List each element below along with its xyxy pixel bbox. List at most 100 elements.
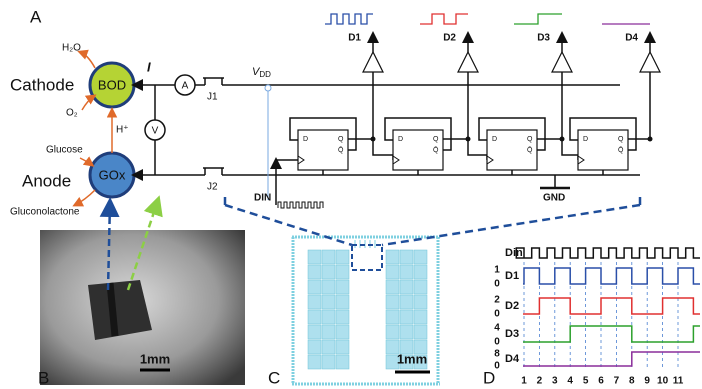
pad [400, 265, 413, 279]
pad [308, 340, 321, 354]
signal-name: D2 [505, 300, 519, 312]
pad [322, 355, 335, 369]
species: Glucose [46, 145, 83, 156]
time-label: 1 [521, 376, 527, 387]
ff-pin: D [492, 136, 497, 143]
pad [336, 325, 349, 339]
level-label: 8 [494, 349, 500, 360]
pad [336, 250, 349, 264]
pad [414, 265, 427, 279]
signal-name: D3 [505, 328, 519, 340]
pad [400, 250, 413, 264]
species: H⁺ [116, 125, 129, 136]
pad [400, 295, 413, 309]
waveform [420, 14, 468, 24]
enzyme-label: BOD [98, 77, 126, 92]
pad [414, 325, 427, 339]
pad [322, 325, 335, 339]
level-label: 4 [494, 323, 500, 334]
pad [336, 340, 349, 354]
ff-pin: Q [527, 136, 533, 143]
ff-pin: Q [618, 136, 624, 143]
time-label: 2 [537, 376, 543, 387]
meter-label: A [182, 81, 189, 92]
waveform [325, 14, 373, 24]
pad [336, 310, 349, 324]
output-label: D3 [537, 33, 550, 44]
pad [308, 280, 321, 294]
pad [400, 280, 413, 294]
pad [336, 355, 349, 369]
time-label: 11 [673, 376, 684, 387]
electrode-strip [110, 283, 115, 336]
enzyme-label: GOx [99, 167, 126, 182]
species: O₂ [66, 108, 78, 119]
pad [386, 265, 399, 279]
pad [386, 250, 399, 264]
level-label: 0 [494, 361, 500, 372]
panel-label: C [268, 368, 280, 387]
vdd-label: VDD [252, 66, 271, 79]
pad [414, 295, 427, 309]
pad [336, 280, 349, 294]
level-label: 0 [494, 337, 500, 348]
pad [400, 310, 413, 324]
level-label: 2 [494, 295, 500, 306]
panel-label: B [38, 368, 49, 387]
ff-pin: D [398, 136, 403, 143]
pad [308, 325, 321, 339]
buffer [363, 52, 383, 72]
pad [322, 250, 335, 264]
pad [308, 355, 321, 369]
time-label: 4 [567, 376, 573, 387]
time-label: 6 [598, 376, 604, 387]
pad [386, 325, 399, 339]
pad [308, 250, 321, 264]
timing-wave [523, 298, 700, 314]
panel-label: A [30, 7, 42, 26]
pad [322, 280, 335, 294]
ff-pin: D [303, 136, 308, 143]
time-label: 10 [657, 376, 669, 387]
time-label: 8 [629, 376, 635, 387]
pad [336, 295, 349, 309]
pad [386, 310, 399, 324]
buffer [552, 52, 572, 72]
pad [336, 265, 349, 279]
time-label: 9 [644, 376, 650, 387]
switch-label: J2 [207, 182, 218, 193]
time-label: 7 [614, 376, 620, 387]
pad [308, 265, 321, 279]
scale-label: 1mm [140, 351, 170, 366]
ff-pin: Q̄ [338, 146, 344, 154]
pad [322, 340, 335, 354]
timing-wave [523, 268, 700, 284]
pad [322, 265, 335, 279]
output-label: D2 [443, 33, 456, 44]
cathode-label: Cathode [10, 75, 74, 94]
pad [386, 295, 399, 309]
node [648, 137, 653, 142]
pad [414, 250, 427, 264]
switch-label: J1 [207, 92, 218, 103]
timing-wave [523, 326, 700, 342]
ff-pin: Q̄ [527, 146, 533, 154]
signal-name: D1 [505, 270, 519, 282]
pad [414, 310, 427, 324]
level-label: 0 [494, 279, 500, 290]
level-label: 0 [494, 309, 500, 320]
species: H₂O [62, 43, 81, 54]
timing-wave [516, 248, 700, 258]
ff-pin: D [583, 136, 588, 143]
output-label: D4 [625, 33, 638, 44]
pad [322, 295, 335, 309]
time-label: 5 [583, 376, 589, 387]
ff-pin: Q̄ [433, 146, 439, 154]
node [371, 137, 376, 142]
pad [308, 295, 321, 309]
species: Gluconolactone [10, 207, 80, 218]
figure: DQQ̄D1DQQ̄D2DQQ̄D3DQQ̄D4 A Cathode Anode… [0, 0, 702, 389]
current-label: I [147, 59, 151, 74]
pad [308, 310, 321, 324]
